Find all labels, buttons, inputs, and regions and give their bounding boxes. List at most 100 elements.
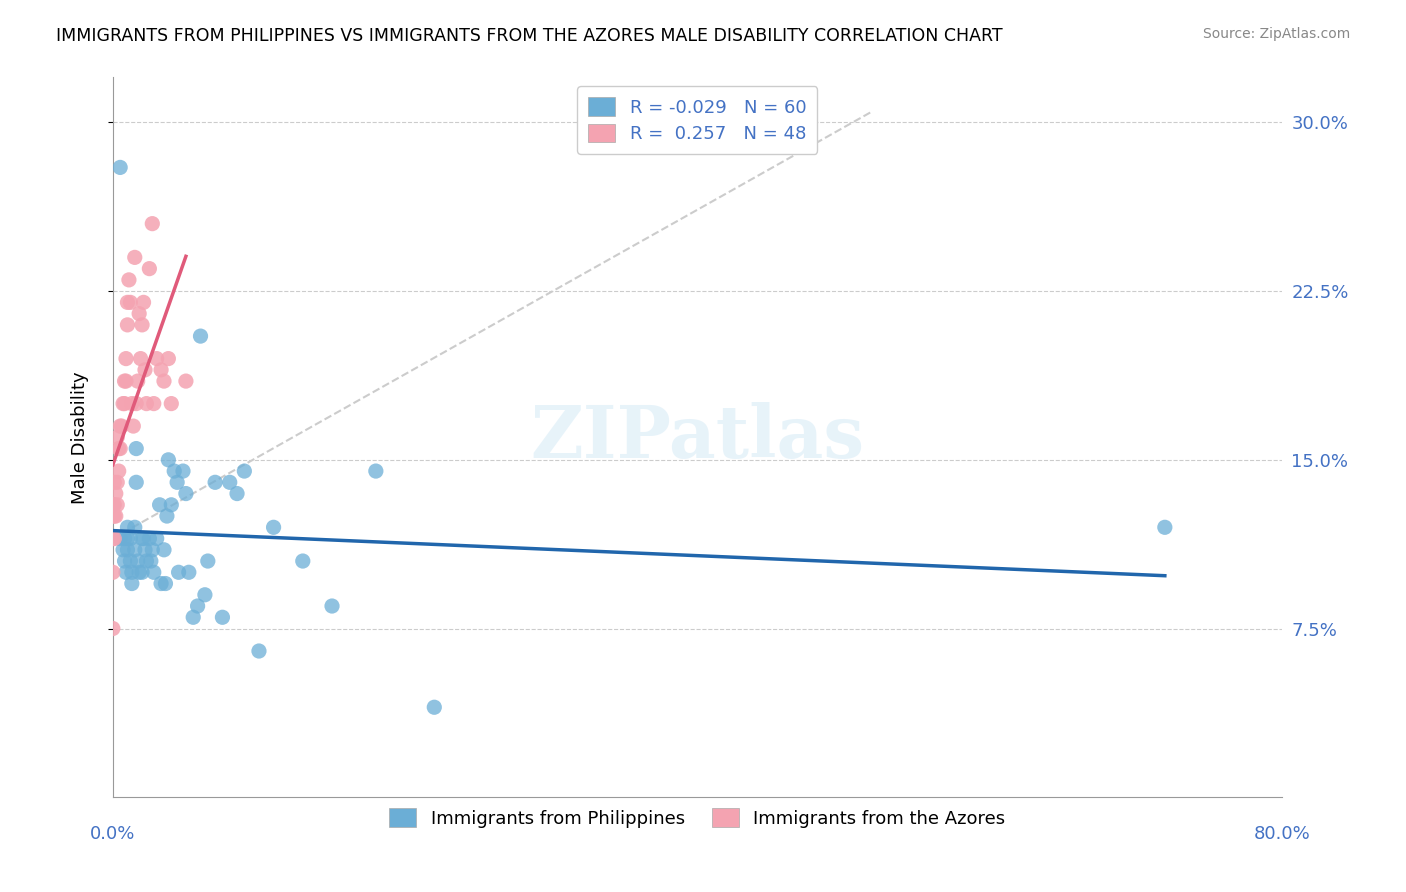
Text: ZIPatlas: ZIPatlas [530,401,865,473]
Point [103,498,125,512]
Point [101,622,124,636]
Point [101,509,124,524]
Point [101,566,124,580]
Point [211,610,233,624]
Point [142,566,165,580]
Point [190,329,212,343]
Point [150,576,173,591]
Point [187,599,209,613]
Point [145,532,167,546]
Point [114,554,136,568]
Point [131,532,153,546]
Point [145,351,167,366]
Point [128,566,150,580]
Point [321,599,343,613]
Point [127,374,149,388]
Point [197,554,219,568]
Point [156,509,179,524]
Point [108,532,131,546]
Point [149,498,172,512]
Point [160,396,183,410]
Point [125,396,148,410]
Point [108,161,131,175]
Point [135,554,157,568]
Point [124,542,146,557]
Text: 80.0%: 80.0% [1253,824,1310,843]
Point [103,509,125,524]
Point [291,554,314,568]
Point [157,452,180,467]
Text: IMMIGRANTS FROM PHILIPPINES VS IMMIGRANTS FROM THE AZORES MALE DISABILITY CORREL: IMMIGRANTS FROM PHILIPPINES VS IMMIGRANT… [56,27,1002,45]
Point [105,498,128,512]
Point [115,374,138,388]
Point [115,351,138,366]
Point [150,363,173,377]
Point [155,576,177,591]
Point [103,532,125,546]
Point [160,498,183,512]
Point [118,273,141,287]
Point [172,464,194,478]
Point [226,486,249,500]
Point [107,442,129,456]
Point [364,464,387,478]
Point [132,532,155,546]
Point [131,566,153,580]
Point [117,318,139,332]
Legend: Immigrants from Philippines, Immigrants from the Azores: Immigrants from Philippines, Immigrants … [378,797,1017,838]
Point [141,542,163,557]
Point [194,588,217,602]
Point [166,475,188,490]
Point [135,396,157,410]
Point [134,542,156,557]
Point [104,509,127,524]
Point [117,295,139,310]
Text: Source: ZipAtlas.com: Source: ZipAtlas.com [1202,27,1350,41]
Point [117,532,139,546]
Point [174,486,197,500]
Point [120,295,142,310]
Point [138,532,160,546]
Point [120,532,142,546]
Point [117,542,139,557]
Point [122,419,145,434]
Point [121,396,143,410]
Point [127,554,149,568]
Point [163,464,186,478]
Point [174,374,197,388]
Point [167,566,190,580]
Point [124,251,146,265]
Point [153,374,176,388]
Point [233,464,256,478]
Point [134,363,156,377]
Point [115,566,138,580]
Point [139,554,162,568]
Point [1153,520,1175,534]
Point [105,430,128,444]
Point [120,554,142,568]
Point [114,532,136,546]
Point [125,475,148,490]
Point [108,442,131,456]
Point [128,307,150,321]
Point [121,576,143,591]
Point [114,374,136,388]
Point [129,351,152,366]
Point [103,475,125,490]
Point [138,261,160,276]
Text: 0.0%: 0.0% [90,824,135,843]
Y-axis label: Male Disability: Male Disability [72,371,89,504]
Point [131,318,153,332]
Point [177,566,200,580]
Point [101,498,124,512]
Point [125,442,148,456]
Point [132,295,155,310]
Point [181,610,204,624]
Point [423,700,446,714]
Point [101,532,124,546]
Point [157,351,180,366]
Point [263,520,285,534]
Point [218,475,240,490]
Point [153,542,176,557]
Point [124,520,146,534]
